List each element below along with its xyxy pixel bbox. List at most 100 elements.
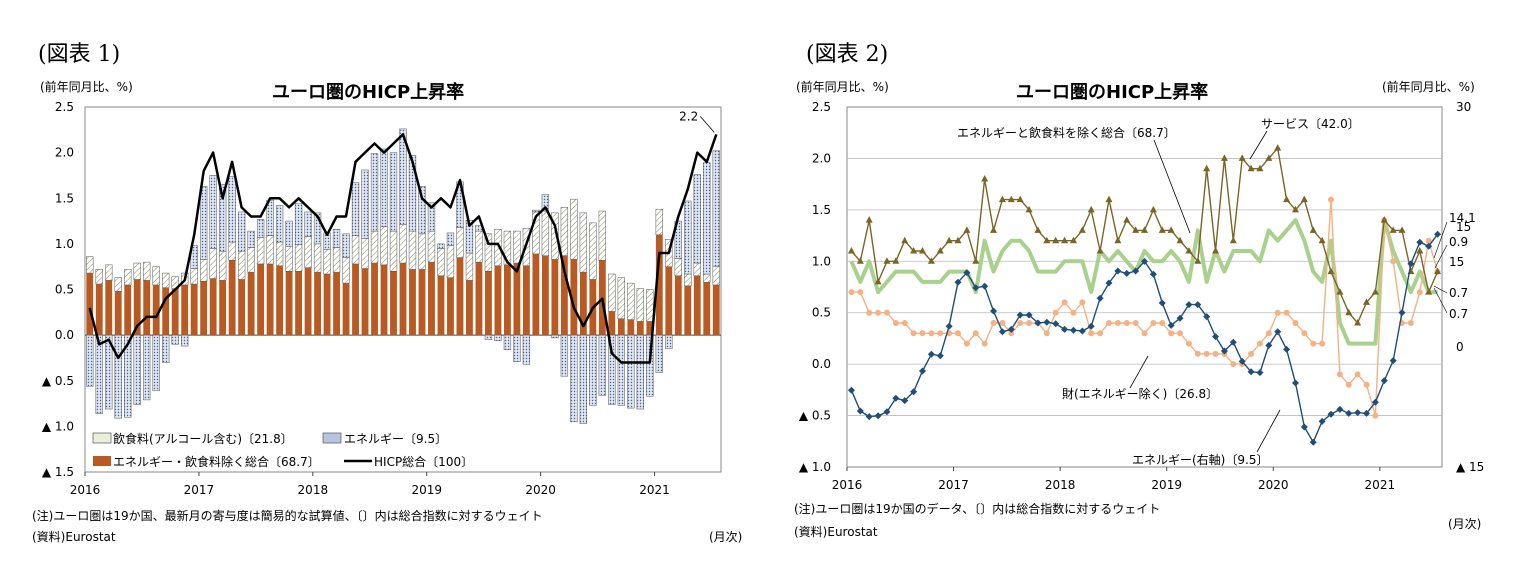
bar-energy [380,148,388,227]
bar-core [133,279,141,336]
bar-energy [143,334,151,401]
marker-services [1229,236,1237,244]
bar-energy [570,334,578,423]
marker-energy [865,413,873,421]
bar-energy [247,230,255,248]
marker-goods [1265,330,1272,337]
bar-core [655,234,663,336]
x-tick-label: 2018 [1045,478,1076,492]
bar-energy [408,155,417,232]
marker-services [1043,236,1051,244]
bar-energy [446,232,455,246]
leader-core [1153,139,1191,234]
marker-energy [1229,338,1237,346]
marker-energy [998,328,1006,336]
bar-core [693,275,701,336]
marker-services [1061,236,1069,244]
bar-energy [655,334,663,373]
marker-services [1194,257,1202,264]
marker-services [1416,247,1424,254]
marker-energy [1407,260,1415,268]
bar-energy [617,334,625,406]
marker-services [1114,236,1122,244]
bar-energy [513,334,521,362]
marker-goods [1132,320,1139,326]
y-tick-label-right: 0 [1456,340,1464,354]
right-end-labels: 14.1 0.9 15 0.7 0.7 [1433,211,1476,321]
bar-core [152,284,160,336]
bar-energy [560,334,569,377]
marker-energy [1043,318,1051,326]
bar-energy [636,334,644,410]
bar-food [484,233,493,272]
marker-energy [1194,301,1202,309]
marker-goods [937,330,944,337]
marker-goods [981,340,988,347]
bar-core [181,284,189,336]
bar-energy [589,334,597,406]
marker-energy [1132,267,1140,275]
marker-energy [1203,313,1211,321]
bar-core [570,259,578,336]
bar-energy [608,334,616,405]
marker-energy [874,412,882,420]
marker-goods [1097,330,1104,337]
bar-energy [684,200,692,275]
bar-energy [86,334,94,387]
figure1-source: (資料)Eurostat [32,530,116,544]
bar-energy [133,334,141,405]
legend-label-energy: エネルギー〔9.5〕 [344,432,447,446]
marker-energy [1291,379,1299,387]
marker-energy [1212,333,1220,341]
bar-core [171,288,179,336]
annotation-latest-hicp: 2.2 [679,109,698,123]
marker-energy [1096,294,1104,302]
marker-services [1220,154,1228,161]
bar-food [275,241,284,267]
bar-energy [427,202,436,232]
marker-services [874,277,882,285]
bar-core [371,263,378,336]
marker-goods [875,309,882,316]
figure2-source: (資料)Eurostat [794,525,878,539]
marker-services [1309,226,1317,233]
y-tick-label: ▲ 0.5 [42,374,74,388]
bar-core [494,265,502,336]
marker-services [892,257,900,264]
bar-energy [579,334,588,424]
bar-food [370,230,379,264]
bar-food [133,262,141,280]
bar-core [513,263,521,336]
bar-core [437,275,445,336]
marker-energy [1007,325,1015,333]
bar-core [380,264,388,336]
marker-services [945,236,953,244]
x-tick-label: 2019 [411,483,442,497]
marker-services [1141,226,1148,233]
bar-core [428,262,435,336]
bar-energy [124,334,132,418]
y-tick-label-left: 0.5 [812,306,831,320]
bar-core [276,265,284,336]
marker-energy [1336,405,1344,413]
bar-core [228,260,236,336]
marker-energy [883,408,891,416]
marker-energy [1425,242,1433,250]
marker-goods [1141,330,1148,337]
bar-core [522,265,530,336]
bar-food [589,222,597,280]
legend-swatch-core [93,456,111,466]
marker-energy [1274,328,1282,336]
marker-goods [1319,340,1326,347]
marker-energy [927,350,935,358]
figure2-label: (図表 2) [806,42,889,67]
bar-food [446,245,455,278]
x-tick-label: 2021 [639,483,670,497]
y-tick-label: 0.5 [55,283,74,297]
bar-energy [399,128,407,225]
marker-goods [1310,340,1317,347]
bar-core [409,269,416,336]
marker-goods [892,320,899,326]
bar-food [617,277,625,319]
marker-services [963,226,971,233]
